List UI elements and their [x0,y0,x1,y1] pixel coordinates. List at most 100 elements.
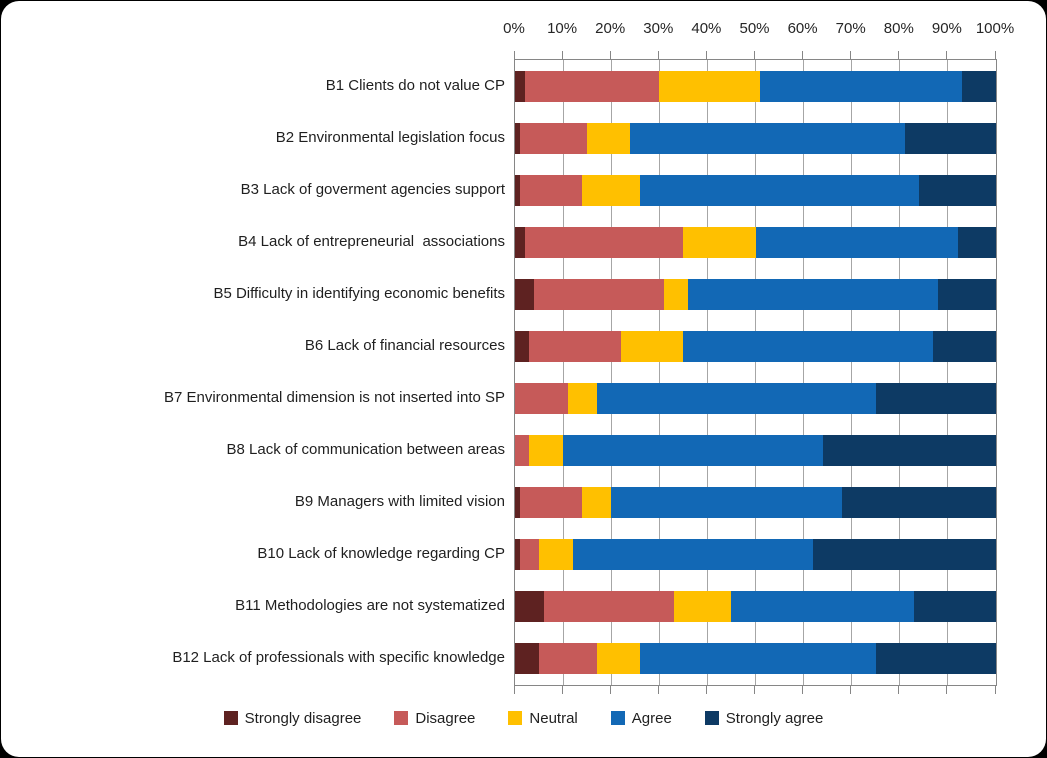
bar-row [515,383,996,415]
category-label: B10 Lack of knowledge regarding CP [257,545,505,563]
bar-segment-b10-agree [573,539,813,571]
category-label: B11 Methodologies are not systematized [235,597,505,615]
legend-item-agree: Agree [610,710,672,727]
bar-segment-b4-neutral [683,226,756,258]
legend-swatch-icon [610,711,625,725]
bar-segment-b2-strongly-disagree [515,122,520,154]
tick-mark-top [513,51,515,59]
bar-segment-b1-disagree [525,70,659,102]
category-label: B5 Difficulty in identifying economic be… [213,284,505,302]
gridline [610,60,612,685]
gridline [899,60,901,685]
bar-segment-b8-agree [563,435,823,467]
gridline [658,60,660,685]
gridline [851,60,853,685]
category-label: B8 Lack of communication between areas [226,441,506,459]
x-axis-tick-label: 70% [835,20,866,37]
x-axis-tick-label: 60% [787,20,818,37]
bar-segment-b8-disagree [515,435,529,467]
tick-mark-top [609,51,611,59]
category-label: B4 Lack of entrepreneurial associations [238,232,505,250]
gridline [706,60,708,685]
bar-segment-b3-strongly-disagree [515,174,520,206]
bar-segment-b7-neutral [568,383,597,415]
category-label: B7 Environmental dimension is not insert… [163,389,505,407]
tick-mark-bottom [561,685,563,694]
bar-segment-b12-neutral [597,643,640,675]
bar-segment-b1-neutral [659,70,760,102]
bar-segment-b5-disagree [534,278,664,310]
gridline [755,60,756,685]
bar-segment-b12-strongly-agree [876,643,996,675]
plot-area [514,59,997,686]
bar-segment-b11-strongly-disagree [515,591,544,623]
category-label: B3 Lack of goverment agencies support [240,180,505,198]
category-label: B12 Lack of professionals with specific … [172,649,505,667]
bar-segment-b6-agree [683,330,933,362]
bar-segment-b10-neutral [539,539,573,571]
bar-row [515,435,996,467]
bar-segment-b9-strongly-disagree [515,487,520,519]
bar-row [515,539,996,571]
x-axis-tick-label: 30% [643,20,674,37]
x-axis-tick-label: 0% [503,20,525,37]
bar-segment-b1-agree [760,70,962,102]
bar-segment-b4-strongly-disagree [515,226,525,258]
bar-segment-b2-strongly-agree [905,122,996,154]
tick-mark-bottom [850,685,852,694]
tick-mark-bottom [705,685,707,694]
legend-item-strongly-agree: Strongly agree [704,710,823,727]
category-label: B2 Environmental legislation focus [275,128,505,146]
legend-swatch-icon [394,711,409,725]
bar-segment-b11-strongly-agree [914,591,996,623]
tick-mark-bottom [754,685,755,694]
tick-mark-top [850,51,852,59]
bar-segment-b3-agree [640,174,919,206]
bar-segment-b9-disagree [520,487,582,519]
tick-mark-top [561,51,563,59]
bar-segment-b5-neutral [664,278,688,310]
tick-mark-top [946,51,948,59]
bar-segment-b11-agree [731,591,914,623]
bar-segment-b1-strongly-agree [962,70,996,102]
bar-segment-b6-disagree [529,330,621,362]
bar-segment-b8-neutral [529,435,563,467]
category-label: B6 Lack of financial resources [304,336,505,354]
bar-segment-b7-disagree [515,383,568,415]
bar-row [515,226,996,258]
x-axis-tick-label: 100% [975,20,1015,37]
legend-item-strongly-disagree: Strongly disagree [223,710,361,727]
x-axis-tick-label: 40% [691,20,722,37]
bar-segment-b1-strongly-disagree [515,70,525,102]
tick-mark-bottom [513,685,515,694]
bar-segment-b9-agree [611,487,842,519]
legend-label: Disagree [415,709,476,727]
bar-segment-b3-disagree [520,174,582,206]
x-axis-tick-label: 80% [883,20,914,37]
bar-segment-b2-agree [630,122,905,154]
tick-mark-bottom [994,685,996,694]
bar-segment-b3-neutral [582,174,640,206]
tick-mark-bottom [898,685,900,694]
bar-segment-b2-disagree [520,122,587,154]
bar-segment-b9-neutral [582,487,611,519]
bar-segment-b6-strongly-disagree [515,330,529,362]
x-axis-tick-label: 10% [547,20,578,37]
bar-segment-b4-disagree [525,226,683,258]
tick-mark-top [705,51,707,59]
bar-segment-b12-agree [640,643,876,675]
bar-row [515,174,996,206]
category-label: B9 Managers with limited vision [294,493,505,511]
legend-item-neutral: Neutral [508,710,578,727]
category-label: B1 Clients do not value CP [325,76,505,94]
bar-segment-b6-neutral [621,330,683,362]
x-axis-tick-label: 50% [739,20,770,37]
gridline [562,60,564,685]
legend-swatch-icon [704,711,719,725]
x-axis-tick-label: 20% [595,20,626,37]
tick-mark-bottom [946,685,948,694]
bar-segment-b11-disagree [544,591,674,623]
x-axis-tick-label: 90% [931,20,962,37]
